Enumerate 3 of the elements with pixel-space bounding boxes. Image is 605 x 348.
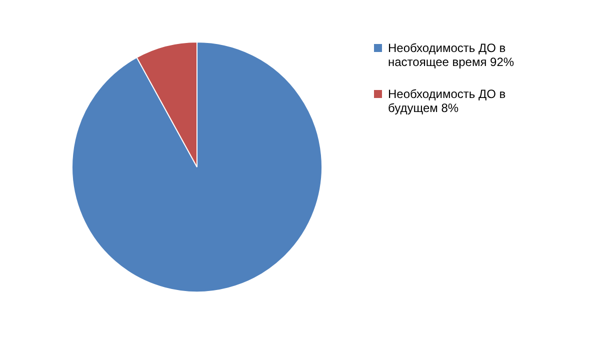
legend-label: Необходимость ДО в настоящее время 92% — [388, 41, 514, 69]
legend-label: Необходимость ДО в будущем 8% — [388, 87, 506, 115]
pie-slice — [72, 42, 322, 292]
